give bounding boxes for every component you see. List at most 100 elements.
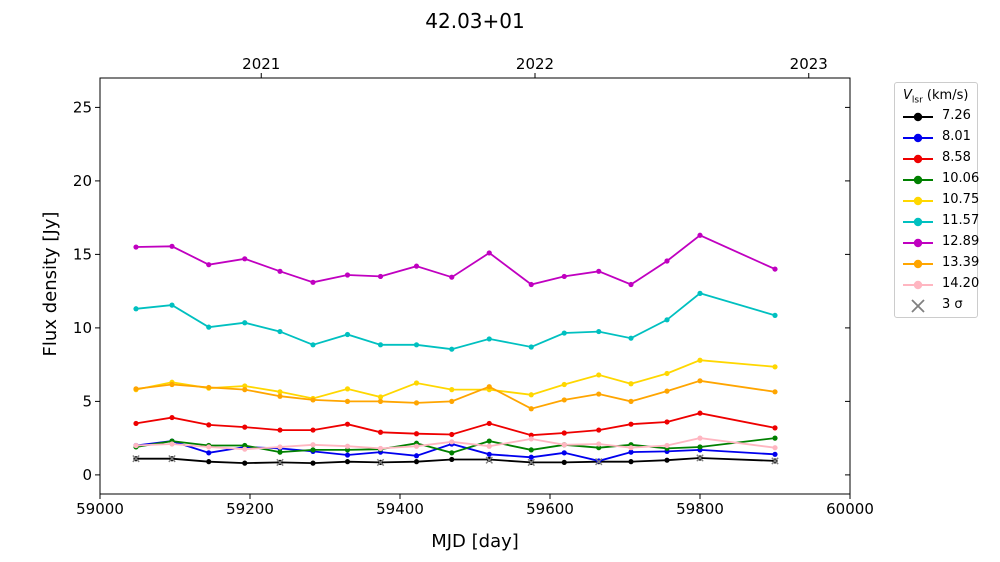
data-point [133, 442, 139, 449]
data-point [310, 442, 316, 448]
data-point [377, 342, 384, 348]
data-point [169, 243, 175, 249]
data-point [377, 445, 384, 452]
y-tick-label: 5 [82, 392, 92, 410]
data-point [664, 457, 670, 463]
series-line [135, 437, 776, 454]
data-point [528, 432, 534, 438]
legend-item: 8.01 [901, 128, 977, 148]
legend-marker [903, 154, 933, 164]
y-tick-label: 0 [82, 466, 92, 484]
data-point [344, 459, 351, 465]
data-point [486, 250, 492, 256]
data-point [413, 342, 420, 348]
data-point [413, 263, 420, 269]
legend-item: 10.75 [901, 191, 980, 211]
data-point [486, 443, 492, 449]
data-point [628, 335, 634, 341]
data-point [310, 279, 316, 285]
data-point [772, 266, 778, 272]
legend-marker [903, 196, 933, 206]
legend-label: 13.39 [942, 255, 980, 270]
data-point [242, 424, 248, 430]
legend-label: 10.75 [942, 192, 980, 207]
upper-limit-marker [696, 454, 704, 462]
data-point [664, 388, 670, 394]
data-point [449, 387, 455, 393]
series-line [136, 457, 776, 465]
data-point [169, 441, 175, 447]
data-point [377, 273, 384, 280]
data-point [772, 425, 778, 431]
data-point [628, 449, 634, 455]
legend-label: 11.57 [942, 213, 980, 228]
series-10.75 [133, 357, 778, 402]
data-point [413, 400, 420, 406]
top-tick-label: 2021 [242, 55, 280, 73]
upper-limit-marker [132, 455, 140, 463]
data-point [528, 344, 534, 350]
data-point [242, 387, 248, 393]
top-tick-label: 2023 [790, 55, 828, 73]
data-point [596, 372, 602, 378]
data-point [344, 398, 351, 404]
legend-item: 11.57 [901, 212, 980, 232]
axes-frame [99, 77, 851, 495]
data-point [628, 398, 634, 404]
legend-marker [903, 175, 933, 185]
top-tick-label: 2022 [516, 55, 554, 73]
data-point [596, 391, 602, 397]
data-point [772, 389, 778, 395]
data-point [628, 421, 634, 427]
data-point [486, 438, 492, 444]
x-tick-label: 60000 [826, 500, 874, 518]
data-point [561, 273, 567, 280]
series-line [135, 292, 776, 351]
data-point [310, 427, 316, 433]
data-point [206, 459, 212, 465]
data-point [242, 460, 248, 466]
data-point [377, 398, 384, 404]
upper-limit-marker [527, 458, 535, 467]
data-point [344, 443, 351, 449]
legend-item: 7.26 [901, 107, 977, 127]
data-point [242, 446, 248, 452]
legend-item: 14.20 [901, 275, 980, 295]
legend-label: 12.89 [942, 234, 980, 249]
x-axis-label: MJD [day] [431, 531, 519, 552]
legend-item: 10.06 [901, 170, 979, 190]
y-tick-label: 25 [73, 98, 92, 116]
data-point [206, 450, 212, 456]
legend-title-sub: lsr [911, 95, 923, 106]
y-tick-label: 20 [73, 172, 92, 190]
data-point [277, 444, 283, 450]
data-point [596, 441, 602, 447]
data-point [344, 452, 351, 458]
x-tick-label: 59000 [76, 500, 124, 518]
series-line [135, 412, 776, 437]
legend-label: 14.20 [942, 276, 980, 291]
data-point [628, 281, 634, 288]
data-point [596, 268, 602, 274]
data-point [344, 447, 351, 453]
upper-limit-marker [485, 456, 493, 464]
data-point [772, 445, 778, 451]
data-point [697, 290, 703, 296]
series-line [135, 359, 776, 400]
series-11.57 [133, 290, 778, 352]
data-point [772, 312, 778, 318]
x-tick-label: 59600 [526, 500, 574, 518]
data-point [413, 459, 420, 465]
data-point [206, 384, 212, 391]
legend-marker [903, 280, 933, 290]
data-point [242, 383, 248, 389]
y-tick-label: 15 [73, 245, 92, 263]
data-point [449, 431, 455, 438]
upper-limit-marker [376, 458, 385, 467]
upper-limit-marker [595, 457, 603, 466]
data-point [206, 444, 212, 450]
data-point [413, 443, 420, 449]
x-tick-label: 59400 [376, 500, 424, 518]
data-point [133, 386, 139, 392]
